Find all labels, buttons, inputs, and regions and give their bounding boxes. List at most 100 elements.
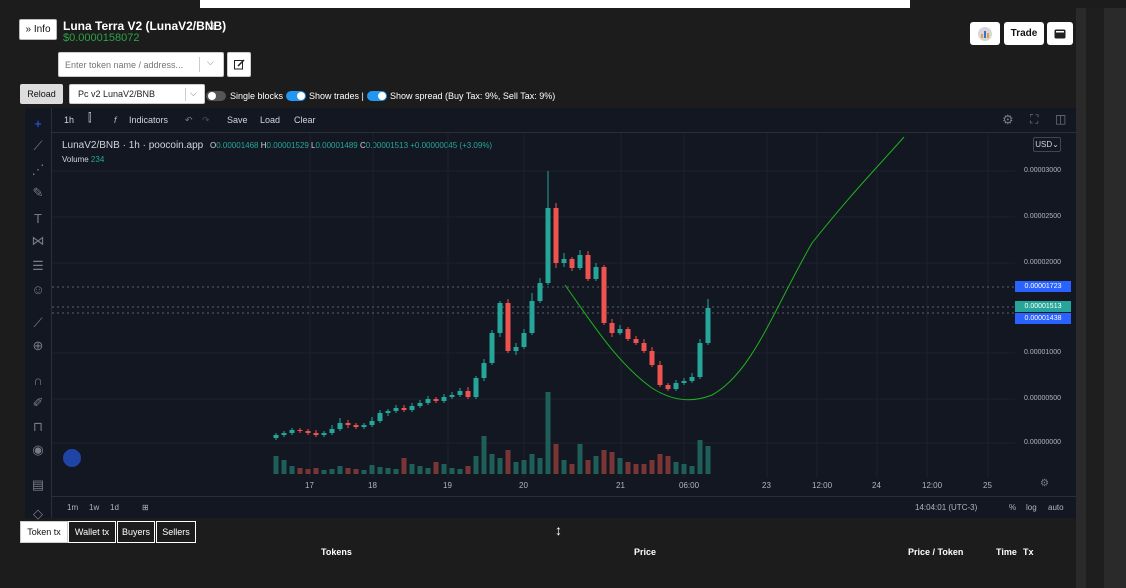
fib-icon[interactable]: ⋰ xyxy=(31,162,45,177)
tradingview-logo-icon[interactable] xyxy=(63,449,81,467)
trendline-icon[interactable]: ⟋ xyxy=(33,138,43,153)
redo-icon[interactable]: ↷ xyxy=(202,115,210,125)
diamond-icon[interactable]: ◇ xyxy=(33,506,43,521)
volume-bar xyxy=(313,468,319,474)
star-icon[interactable]: ☆ xyxy=(205,17,218,33)
trade-button[interactable]: Trade xyxy=(1004,22,1044,45)
candle-type-icon[interactable]: ⫿ xyxy=(88,112,92,124)
candle xyxy=(321,433,327,435)
emoji-icon[interactable]: ☺ xyxy=(31,281,45,297)
token-search[interactable]: ⌵ xyxy=(58,52,224,77)
magnet-icon[interactable]: ∩ xyxy=(33,372,43,388)
clear-button[interactable]: Clear xyxy=(294,115,316,125)
indicators-icon[interactable]: f xyxy=(114,115,117,125)
auto-toggle[interactable]: auto xyxy=(1048,503,1064,512)
legend-c-value: 0.00001513 xyxy=(365,141,409,150)
save-button[interactable]: Save xyxy=(227,115,248,125)
reload-button[interactable]: Reload xyxy=(20,84,63,104)
tab-buyers[interactable]: Buyers xyxy=(117,521,155,543)
candle xyxy=(385,411,391,413)
indicators-button[interactable]: Indicators xyxy=(129,115,169,125)
trash-icon[interactable]: ▤ xyxy=(31,477,45,492)
range-1d[interactable]: 1d xyxy=(110,503,119,512)
ruler-icon[interactable]: ⟋ xyxy=(33,315,43,330)
resize-handle-icon[interactable]: ↕ xyxy=(555,522,562,538)
lock-icon[interactable]: ⊓ xyxy=(32,419,44,434)
time-tick-label: 19 xyxy=(443,481,452,490)
volume-bar xyxy=(529,454,535,474)
axis-settings-icon[interactable]: ⚙ xyxy=(1040,478,1049,489)
volume-bar xyxy=(537,458,543,474)
candle xyxy=(305,431,311,433)
volume-bar xyxy=(377,467,383,474)
candle xyxy=(569,259,575,268)
measure-lines-icon[interactable]: ☰ xyxy=(32,258,44,273)
goto-date-icon[interactable]: ⊞ xyxy=(142,503,149,512)
volume-bar xyxy=(641,464,647,474)
col-tokens: Tokens xyxy=(321,547,352,557)
eye-icon[interactable]: ◉ xyxy=(32,442,44,457)
candle xyxy=(593,267,599,279)
candle xyxy=(681,381,687,383)
token-search-input[interactable] xyxy=(65,57,195,72)
price-chart[interactable] xyxy=(52,133,1015,478)
candle xyxy=(625,329,631,339)
wallet-button[interactable] xyxy=(1047,22,1073,45)
brush-icon[interactable]: ✎ xyxy=(32,185,44,200)
camera-icon[interactable]: ◫ xyxy=(1055,112,1067,126)
show-trades-toggle[interactable] xyxy=(286,91,306,101)
zoom-in-icon[interactable]: ⊕ xyxy=(32,338,44,353)
volume-bar xyxy=(409,464,415,474)
page-scrollbar[interactable] xyxy=(1086,8,1104,588)
fullscreen-icon[interactable]: ⛶ xyxy=(1030,112,1039,126)
undo-icon[interactable]: ↶ xyxy=(185,115,193,125)
clock-time[interactable]: 14:04:01 (UTC-3) xyxy=(915,503,978,512)
text-icon[interactable]: T xyxy=(34,210,42,226)
chart-bottom-bar: 1m 1w 1d ⊞ 14:04:01 (UTC-3) % log auto xyxy=(52,496,1076,519)
chevron-down-icon: ⌵ xyxy=(190,88,197,98)
tab-sellers[interactable]: Sellers xyxy=(156,521,196,543)
volume-bar xyxy=(417,466,423,474)
info-button[interactable]: » Info xyxy=(19,19,57,40)
candle xyxy=(393,408,399,411)
chevron-down-icon[interactable]: ⌵ xyxy=(207,57,214,67)
candle xyxy=(513,347,519,351)
volume-bar xyxy=(473,456,479,474)
percent-toggle[interactable]: % xyxy=(1009,503,1017,512)
candle xyxy=(609,323,615,333)
settings-icon[interactable]: ⚙ xyxy=(1002,112,1014,127)
single-blocks-toggle[interactable] xyxy=(206,91,226,101)
candle xyxy=(689,377,695,381)
volume-bar xyxy=(449,468,455,474)
volume-bar xyxy=(441,464,447,474)
range-1w[interactable]: 1w xyxy=(89,503,100,512)
time-tick-label: 23 xyxy=(762,481,771,490)
range-1m[interactable]: 1m xyxy=(67,503,79,512)
volume-bar xyxy=(457,469,463,474)
edit-button[interactable] xyxy=(227,52,251,77)
candle xyxy=(457,391,463,395)
candle xyxy=(369,421,375,425)
volume-bar xyxy=(281,460,287,474)
price-tag: 0.00001723 xyxy=(1015,281,1071,292)
tab-token-tx[interactable]: Token tx xyxy=(20,521,68,543)
time-tick-label: 25 xyxy=(983,481,992,490)
show-spread-toggle[interactable] xyxy=(367,91,387,101)
log-toggle[interactable]: log xyxy=(1026,503,1037,512)
tab-wallet-tx[interactable]: Wallet tx xyxy=(68,521,116,543)
candle xyxy=(505,303,511,351)
volume-bar xyxy=(385,468,391,474)
candle xyxy=(537,283,543,301)
legend-h-label: H xyxy=(260,141,267,150)
currency-button[interactable]: USD ⌄ xyxy=(1033,137,1061,152)
pattern-icon[interactable]: ⋈ xyxy=(31,233,45,248)
legend-change: +0.00000045 (+3.09%) xyxy=(410,141,493,150)
interval-button[interactable]: 1h xyxy=(64,115,75,125)
load-button[interactable]: Load xyxy=(260,115,281,125)
lock-drawings-icon[interactable]: ✐ xyxy=(32,395,44,410)
crosshair-icon[interactable]: + xyxy=(34,115,42,131)
pair-select[interactable]: Pc v2 LunaV2/BNB ⌵ xyxy=(69,84,205,104)
edit-icon xyxy=(233,59,245,70)
chart-toggle-button[interactable] xyxy=(970,22,1000,45)
candle xyxy=(657,365,663,385)
